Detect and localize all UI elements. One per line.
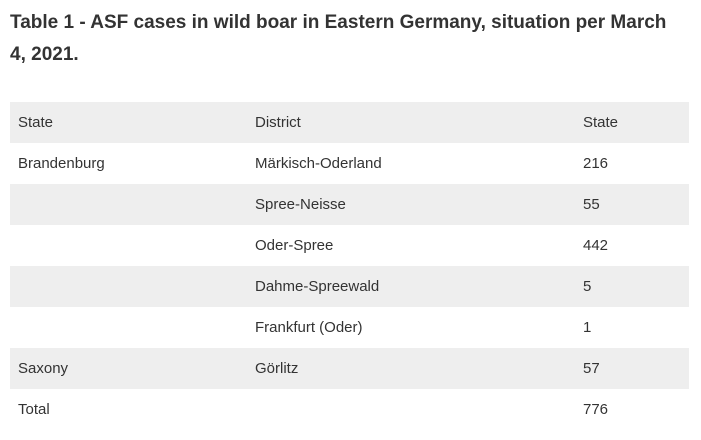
cases-cell: 216: [583, 155, 609, 172]
state-cell: Saxony: [10, 348, 247, 389]
district-cell: Görlitz: [247, 348, 575, 389]
column-header-district: District: [247, 102, 575, 143]
table-row: Frankfurt (Oder) 1: [10, 307, 689, 348]
total-value-cell: 776: [583, 401, 609, 418]
district-cell: Oder-Spree: [255, 237, 334, 254]
total-row: Total 776: [10, 389, 689, 430]
district-cell: [247, 389, 575, 430]
state-cell: [10, 184, 247, 225]
total-label-cell: Total: [18, 401, 50, 418]
district-cell: Frankfurt (Oder): [255, 319, 363, 336]
table-row: Dahme-Spreewald 5: [10, 266, 689, 307]
cases-cell: 55: [575, 184, 689, 225]
state-cell: [10, 307, 247, 348]
table-row: Brandenburg Märkisch-Oderland 216: [10, 143, 689, 184]
table-row: Spree-Neisse 55: [10, 184, 689, 225]
cases-cell: 442: [583, 237, 609, 254]
asf-cases-table: State District State Brandenburg Märkisc…: [10, 102, 689, 430]
district-cell: Märkisch-Oderland: [255, 155, 382, 172]
state-cell: [10, 225, 247, 266]
table-row: Oder-Spree 442: [10, 225, 689, 266]
table-header-row: State District State: [10, 102, 689, 143]
cases-cell: 57: [575, 348, 689, 389]
column-header-state: State: [10, 102, 247, 143]
state-cell: Brandenburg: [18, 155, 105, 172]
district-cell: Dahme-Spreewald: [247, 266, 575, 307]
table-row: Saxony Görlitz 57: [10, 348, 689, 389]
state-cell: [10, 266, 247, 307]
cases-cell: 5: [575, 266, 689, 307]
column-header-cases: State: [575, 102, 689, 143]
cases-cell: 1: [583, 319, 592, 336]
district-cell: Spree-Neisse: [247, 184, 575, 225]
table-title: Table 1 - ASF cases in wild boar in East…: [10, 12, 667, 65]
